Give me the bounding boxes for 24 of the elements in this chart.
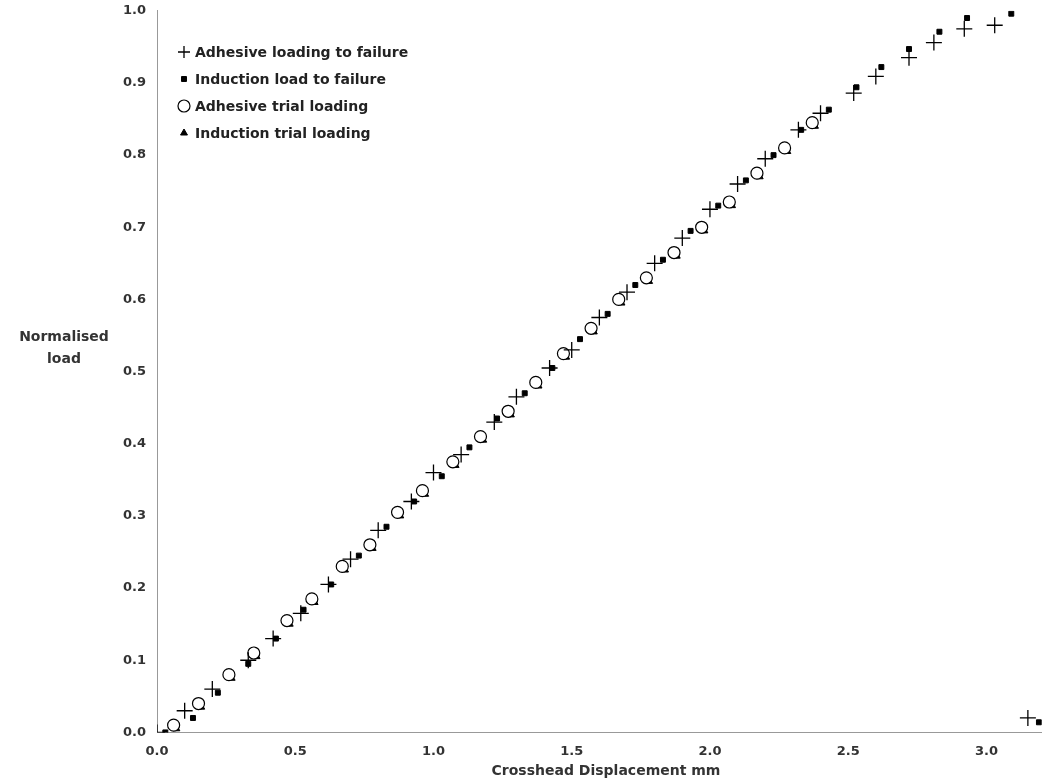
y-tick-label: 1.0 bbox=[123, 2, 147, 18]
legend-label: Adhesive trial loading bbox=[195, 98, 369, 115]
y-tick-label: 0.4 bbox=[123, 435, 147, 451]
y-tick-label: 0.2 bbox=[123, 579, 147, 595]
x-tick-label: 0.5 bbox=[283, 742, 307, 758]
x-tick-label: 1.0 bbox=[421, 742, 445, 758]
x-axis-title: Crosshead Displacement mm bbox=[490, 762, 722, 778]
x-tick-label: 0.0 bbox=[145, 742, 169, 758]
x-tick-label: 2.5 bbox=[836, 742, 860, 758]
y-tick-label: 0.1 bbox=[123, 651, 147, 667]
y-tick-label: 0.6 bbox=[123, 290, 147, 306]
y-axis-title: Normalised load bbox=[18, 327, 110, 368]
x-tick-label: 3.0 bbox=[974, 742, 998, 758]
legend-label: Induction load to failure bbox=[195, 71, 386, 88]
x-tick-label: 1.5 bbox=[560, 742, 584, 758]
y-tick-label: 0.0 bbox=[123, 723, 147, 739]
y-tick-label: 0.3 bbox=[123, 507, 147, 523]
y-tick-label: 0.5 bbox=[123, 362, 147, 378]
y-tick-label: 0.7 bbox=[123, 218, 147, 234]
legend-label: Adhesive loading to failure bbox=[195, 44, 409, 61]
y-tick-label: 0.8 bbox=[123, 146, 147, 162]
legend-label: Induction trial loading bbox=[195, 125, 371, 142]
x-tick-label: 2.0 bbox=[698, 742, 722, 758]
y-tick-label: 0.9 bbox=[123, 74, 147, 90]
